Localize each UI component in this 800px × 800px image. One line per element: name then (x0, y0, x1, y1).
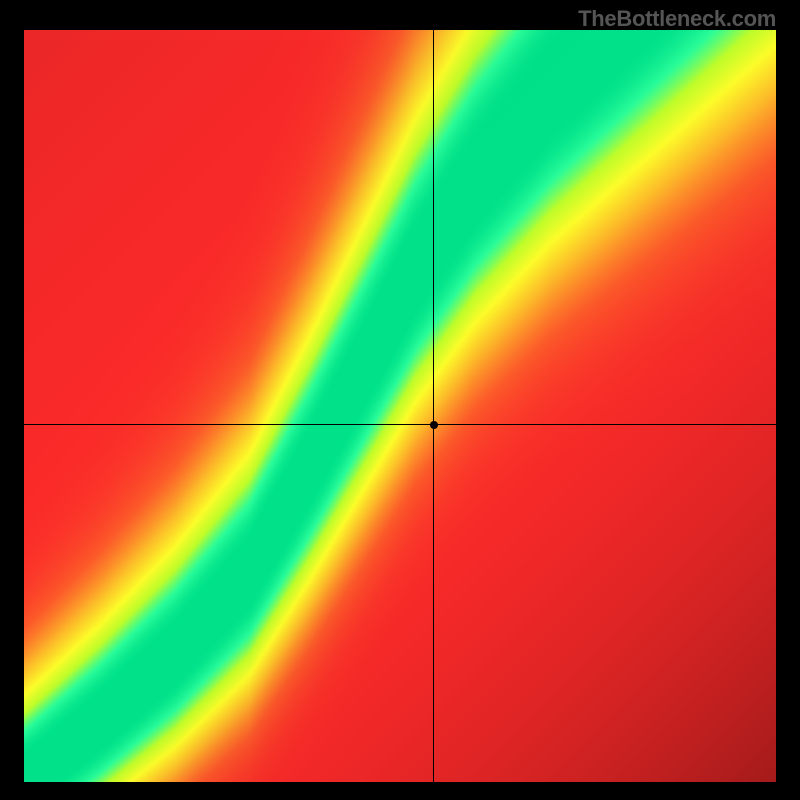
marker-dot (430, 421, 438, 429)
crosshair-vertical (433, 30, 434, 782)
crosshair-horizontal (24, 424, 776, 425)
watermark-text: TheBottleneck.com (578, 6, 776, 32)
bottleneck-heatmap (24, 30, 776, 782)
figure-root: TheBottleneck.com (0, 0, 800, 800)
